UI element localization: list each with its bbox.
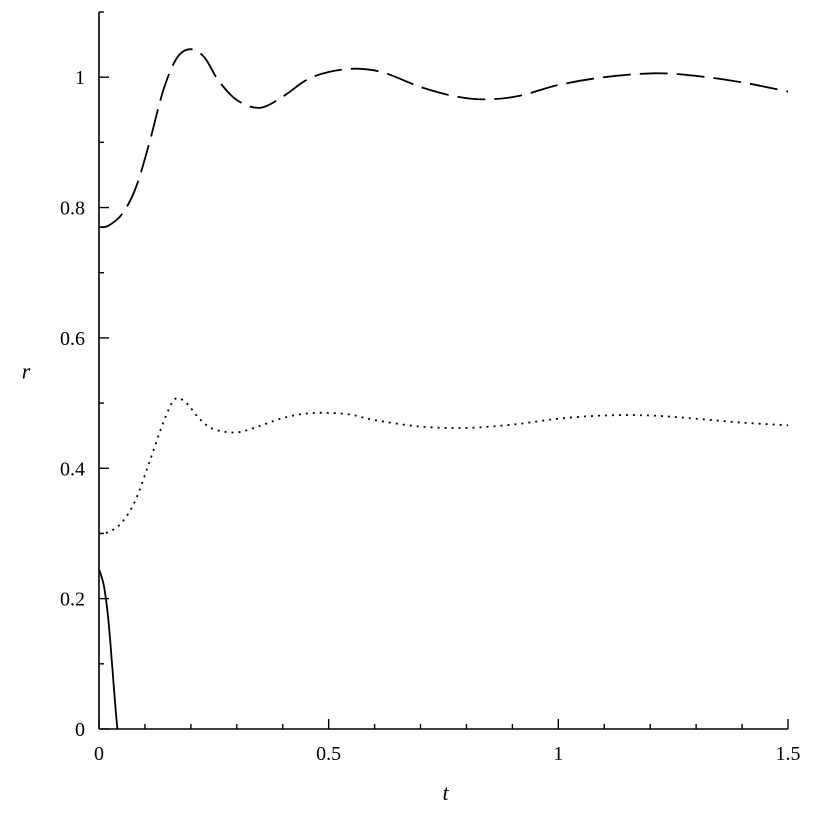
y-tick-label: 0.2 [60,589,85,611]
x-tick-label: 0.5 [316,743,341,765]
series-group [98,48,789,730]
series-line-dashed [98,48,789,229]
y-tick-label: 0 [75,719,85,741]
tick-marks [98,11,789,730]
y-tick-label: 0.8 [60,198,85,220]
x-tick-label: 0 [94,743,104,765]
y-tick-label: 0.6 [60,328,85,350]
series-line-solid [98,568,119,730]
y-axis-label: r [22,359,31,384]
tick-labels: 0 0.5 1 1.5 0 0.2 0.4 0.6 0.8 1 [60,67,801,765]
y-tick-label: 0.4 [60,458,85,480]
series-line-dotted [98,397,789,535]
x-tick-label: 1 [553,743,563,765]
x-axis-label: t [442,780,449,805]
y-tick-label: 1 [75,67,85,89]
x-tick-label: 1.5 [776,743,801,765]
axes [98,12,788,730]
